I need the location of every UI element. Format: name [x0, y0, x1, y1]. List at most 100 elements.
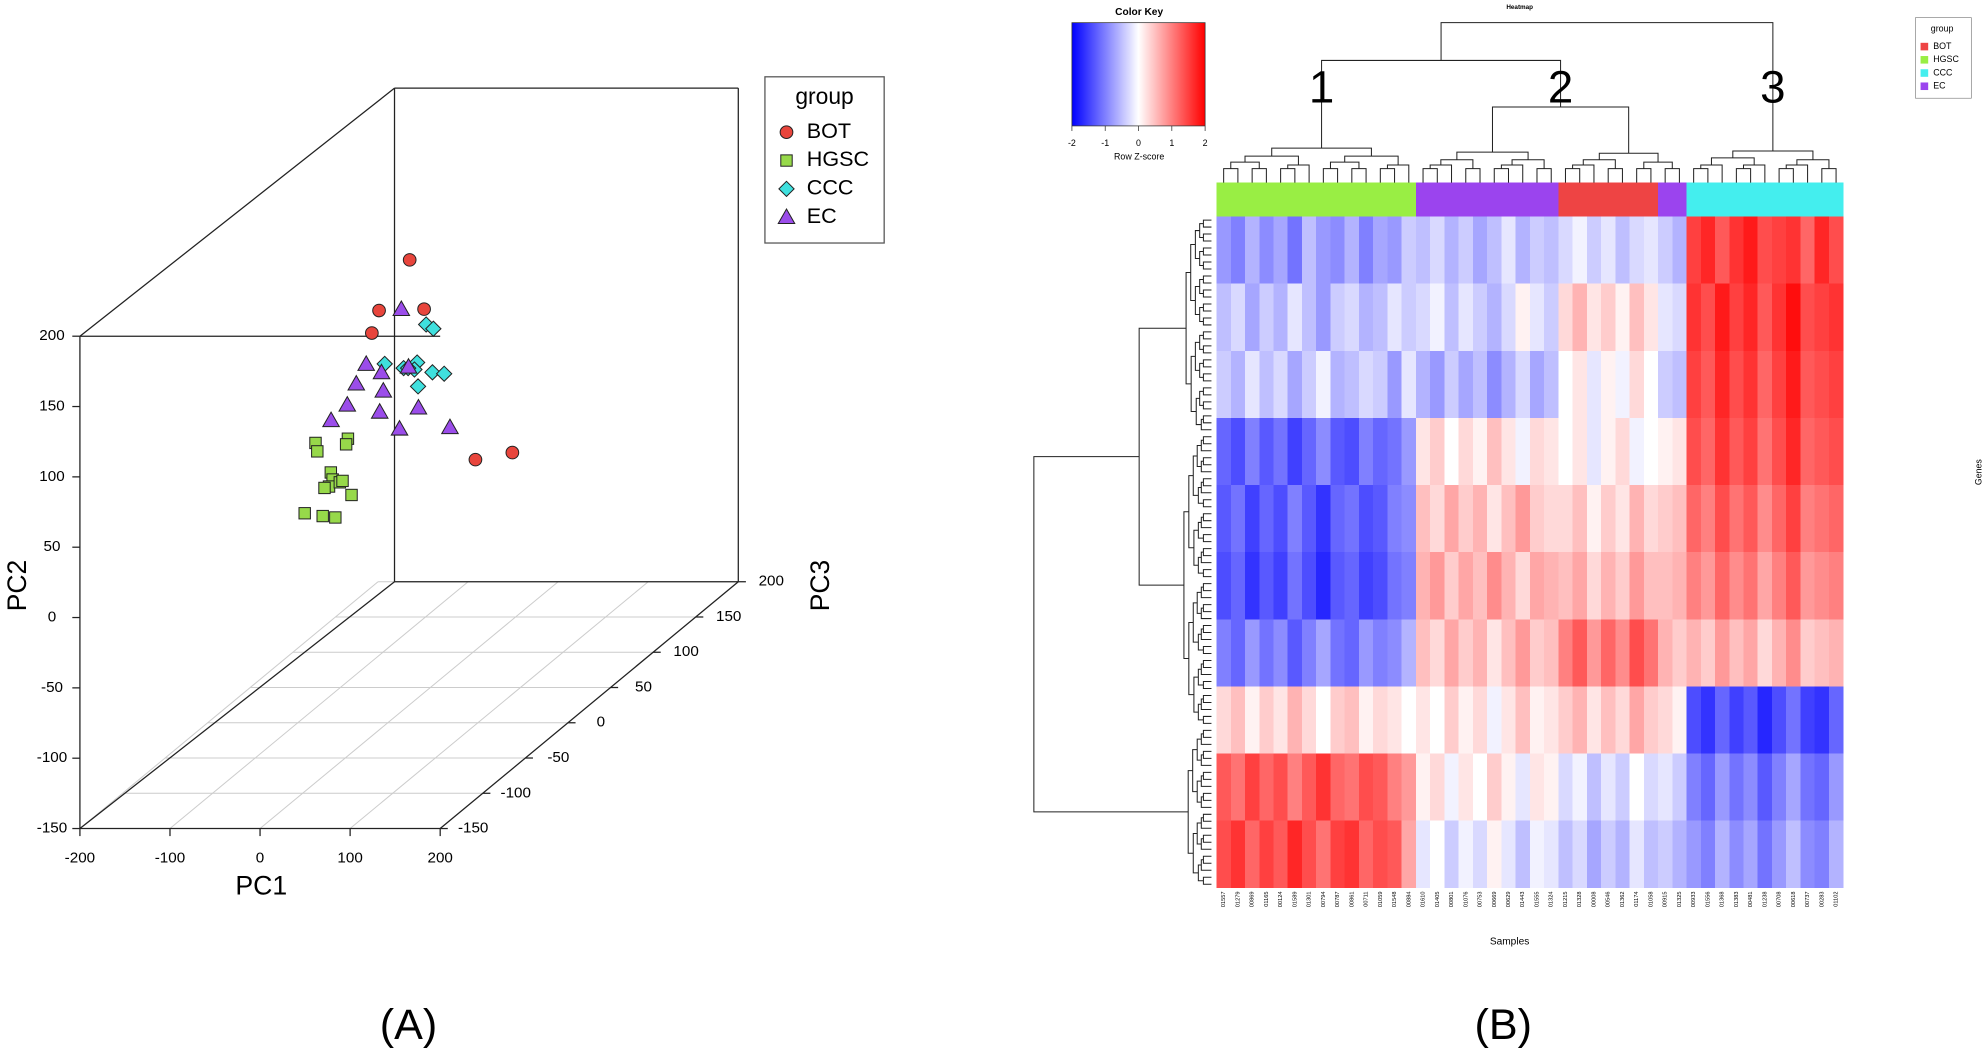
dendrogram [1200, 628, 1212, 641]
column-group-bar [1672, 182, 1687, 217]
cell [1401, 350, 1417, 419]
cell [1757, 820, 1773, 889]
cell [1487, 820, 1502, 889]
y-tick-label: 50 [44, 538, 61, 555]
cell [1273, 619, 1289, 687]
z-tick-label: 0 [597, 714, 605, 731]
cell [1686, 283, 1702, 352]
dendrogram [1202, 513, 1212, 522]
cell [1771, 753, 1787, 821]
sample-label: 01215 [1563, 891, 1569, 907]
cell [1786, 350, 1801, 419]
y-tick-label: 200 [39, 327, 64, 344]
cell [1814, 619, 1830, 687]
sample-label: 00124 [1278, 891, 1284, 907]
dendrogram [1329, 161, 1360, 169]
cell [1743, 485, 1759, 553]
dendrogram [1202, 415, 1212, 424]
cell [1658, 686, 1673, 754]
dendrogram [1194, 341, 1200, 371]
cell [1700, 350, 1716, 419]
dendrogram [1196, 738, 1202, 761]
cell [1216, 619, 1232, 687]
cell [1358, 417, 1374, 486]
cell [1472, 753, 1488, 821]
cell [1828, 350, 1844, 419]
cell [1259, 485, 1274, 553]
cell [1572, 485, 1588, 553]
cell [1245, 417, 1260, 486]
sample-label: 01556 [1705, 891, 1711, 907]
cell [1501, 417, 1517, 486]
dendrogram [1200, 775, 1212, 787]
cell [1373, 283, 1388, 352]
cell [1301, 417, 1317, 486]
cell [1715, 619, 1730, 687]
cell [1601, 216, 1616, 285]
point [425, 320, 442, 337]
cell [1344, 753, 1360, 821]
dendrogram [1183, 511, 1189, 660]
column-group-bar [1344, 182, 1360, 217]
grid-line [259, 581, 559, 829]
cell [1330, 283, 1346, 352]
cell [1558, 417, 1573, 486]
cell [1771, 283, 1787, 352]
cell [1672, 552, 1687, 620]
column-group-bar [1544, 182, 1559, 217]
dendrogram [1194, 285, 1200, 315]
cell [1558, 820, 1573, 889]
cell [1828, 686, 1844, 754]
cell [1301, 552, 1317, 620]
cell [1216, 283, 1232, 352]
cell [1444, 350, 1460, 419]
cell [1601, 820, 1616, 889]
cell [1358, 552, 1374, 620]
dendrogram [1422, 168, 1438, 183]
cell [1444, 417, 1460, 486]
dendrogram [1199, 223, 1204, 239]
cell [1501, 686, 1517, 754]
column-group-bar [1501, 182, 1517, 217]
cell [1529, 820, 1545, 889]
dendrogram [1493, 168, 1510, 183]
dendrogram [1796, 159, 1830, 169]
cell [1629, 619, 1645, 687]
cell [1458, 753, 1474, 821]
cell [1643, 216, 1659, 285]
dendrogram [1351, 168, 1367, 183]
cell [1828, 417, 1844, 486]
cell [1373, 619, 1388, 687]
point [409, 378, 427, 395]
point [440, 418, 460, 435]
sample-label: 01443 [1520, 891, 1526, 907]
cell [1230, 686, 1246, 754]
column-group-bar [1230, 182, 1246, 217]
cell [1643, 485, 1659, 553]
sample-label: 00794 [1321, 891, 1327, 907]
cell [1558, 753, 1573, 821]
cell [1700, 753, 1716, 821]
sample-label: 00737 [1805, 891, 1811, 907]
dendrogram [1379, 168, 1396, 183]
cell [1401, 485, 1417, 553]
cell [1216, 686, 1232, 754]
cell [1472, 552, 1488, 620]
cell [1358, 216, 1374, 285]
cell [1401, 753, 1417, 821]
column-group-bar [1658, 182, 1673, 217]
cell [1771, 552, 1787, 620]
cell [1572, 686, 1588, 754]
dendrogram [1202, 247, 1212, 256]
cell [1316, 753, 1331, 821]
dendrogram [1202, 855, 1212, 864]
cell [1216, 753, 1232, 821]
cell [1800, 417, 1816, 486]
cell [1387, 283, 1403, 352]
dendrogram [1202, 261, 1212, 270]
cell [1387, 417, 1403, 486]
dendrogram [1202, 625, 1212, 634]
cell [1615, 216, 1630, 285]
cell [1472, 619, 1488, 687]
cell [1230, 619, 1246, 687]
